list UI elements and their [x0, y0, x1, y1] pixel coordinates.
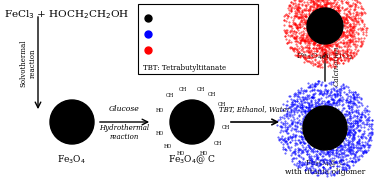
Text: Fe$_3$O$_4$@ C: Fe$_3$O$_4$@ C: [168, 154, 216, 167]
Text: OH: OH: [166, 93, 174, 98]
Text: carbon: carbon: [158, 14, 184, 22]
Text: reaction: reaction: [109, 133, 139, 141]
Text: OH: OH: [179, 87, 187, 92]
Text: OH: OH: [217, 102, 226, 107]
Text: Glucose: Glucose: [108, 105, 139, 113]
Text: HO: HO: [200, 151, 208, 156]
Text: Fe$_3$O$_4$@ C: Fe$_3$O$_4$@ C: [305, 159, 345, 169]
Circle shape: [303, 106, 347, 150]
Text: HO: HO: [164, 144, 172, 148]
Text: titania oligomer: titania oligomer: [158, 30, 219, 38]
Text: Fe$_3$O$_4$@ TiO$_2$: Fe$_3$O$_4$@ TiO$_2$: [296, 52, 353, 62]
Text: OH: OH: [197, 87, 205, 92]
Text: OH: OH: [208, 92, 215, 97]
Text: HO: HO: [176, 151, 184, 156]
Text: TBT, Ethanol, Water: TBT, Ethanol, Water: [220, 105, 291, 113]
Text: TBT: Tetrabutyltitanate: TBT: Tetrabutyltitanate: [143, 64, 226, 72]
Text: Solvothermal
reaction: Solvothermal reaction: [19, 39, 37, 87]
Circle shape: [170, 100, 214, 144]
Text: FeCl$_3$ + HOCH$_2$CH$_2$OH: FeCl$_3$ + HOCH$_2$CH$_2$OH: [4, 8, 129, 21]
Circle shape: [50, 100, 94, 144]
Text: titania nanoparticle: titania nanoparticle: [158, 46, 234, 54]
Text: HO: HO: [156, 131, 164, 136]
Circle shape: [307, 8, 343, 44]
Bar: [138, 4, 258, 74]
Text: OH: OH: [222, 125, 229, 130]
Text: Calcination: Calcination: [333, 46, 341, 86]
Text: HO: HO: [156, 108, 164, 113]
Text: with titania oligomer: with titania oligomer: [285, 168, 365, 176]
Text: OH: OH: [214, 141, 222, 146]
Text: Hydrothermal: Hydrothermal: [99, 124, 149, 132]
Text: Fe$_3$O$_4$: Fe$_3$O$_4$: [57, 154, 87, 167]
